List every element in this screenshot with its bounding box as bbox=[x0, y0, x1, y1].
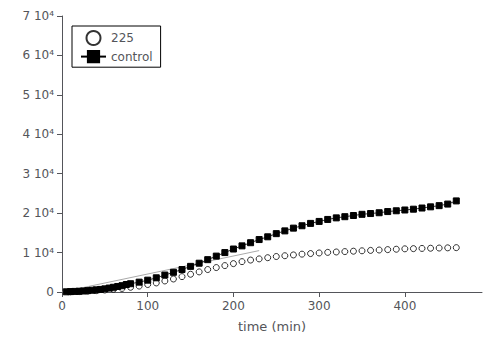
svg-text:0: 0 bbox=[58, 299, 66, 313]
svg-text:200: 200 bbox=[222, 299, 245, 313]
svg-text:5 10⁴: 5 10⁴ bbox=[22, 88, 54, 102]
svg-text:100: 100 bbox=[136, 299, 159, 313]
svg-text:0: 0 bbox=[46, 285, 54, 299]
svg-text:2 10⁴: 2 10⁴ bbox=[22, 206, 54, 220]
svg-text:3 10⁴: 3 10⁴ bbox=[22, 167, 54, 181]
svg-text:225: 225 bbox=[111, 31, 134, 45]
svg-text:control: control bbox=[111, 50, 153, 64]
svg-text:1 10⁴: 1 10⁴ bbox=[22, 246, 54, 260]
svg-text:4 10⁴: 4 10⁴ bbox=[22, 127, 54, 141]
svg-text:400: 400 bbox=[393, 299, 416, 313]
svg-text:6 10⁴: 6 10⁴ bbox=[22, 48, 54, 62]
svg-text:300: 300 bbox=[308, 299, 331, 313]
svg-text:time (min): time (min) bbox=[238, 319, 306, 334]
svg-text:7 10⁴: 7 10⁴ bbox=[22, 9, 54, 23]
